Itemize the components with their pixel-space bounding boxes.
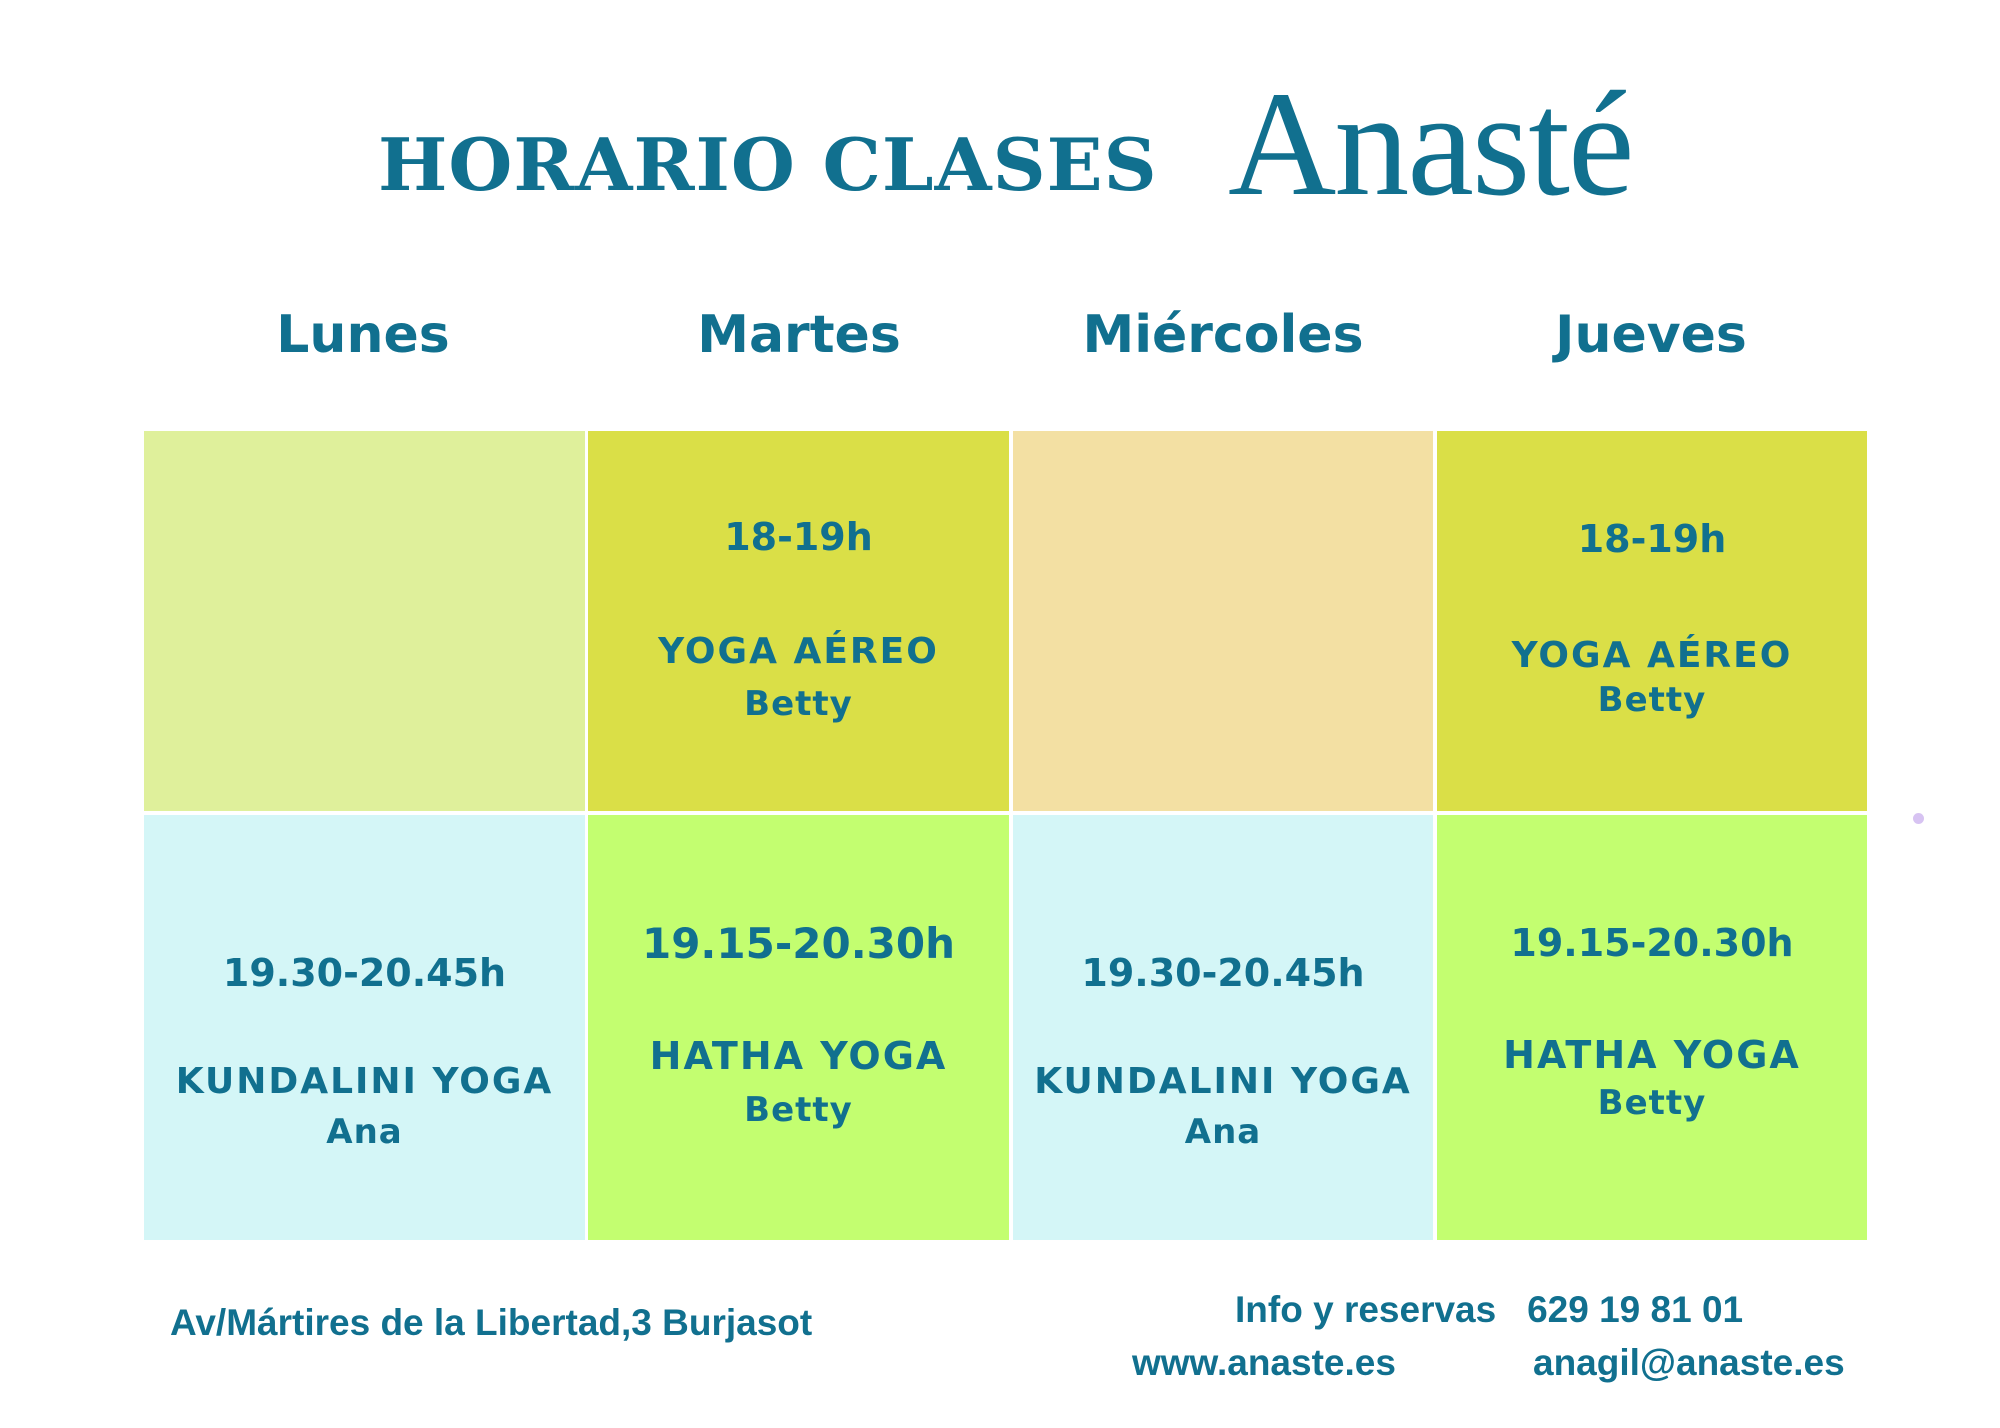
website-link[interactable]: www.anaste.es xyxy=(1132,1342,1396,1383)
class-time: 18-19h xyxy=(1577,517,1727,561)
class-name: KUNDALINI YOGA xyxy=(1034,1061,1412,1102)
class-time: 19.15-20.30h xyxy=(641,919,956,968)
info-line: Info y reservas 629 19 81 01 xyxy=(1235,1289,1743,1331)
page-title: HORARIO CLASES xyxy=(378,122,1158,207)
schedule-cell-jueves-1: 18-19h YOGA AÉREO Betty xyxy=(1437,431,1867,811)
schedule-cell-jueves-2: 19.15-20.30h HATHA YOGA Betty xyxy=(1437,815,1867,1240)
day-header-martes: Martes xyxy=(697,305,901,365)
class-name: HATHA YOGA xyxy=(649,1034,948,1078)
day-header-lunes: Lunes xyxy=(276,305,450,365)
class-teacher: Betty xyxy=(1597,1083,1707,1123)
schedule-cell-martes-2: 19.15-20.30h HATHA YOGA Betty xyxy=(588,815,1009,1240)
address: Av/Mártires de la Libertad,3 Burjasot xyxy=(170,1302,813,1343)
class-name: HATHA YOGA xyxy=(1503,1033,1801,1077)
info-label: Info y reservas xyxy=(1235,1289,1497,1330)
class-teacher: Ana xyxy=(326,1112,403,1152)
day-header-miercoles: Miércoles xyxy=(1082,305,1364,365)
class-teacher: Betty xyxy=(744,684,853,724)
class-name: YOGA AÉREO xyxy=(1511,635,1793,676)
class-teacher: Ana xyxy=(1184,1112,1262,1152)
schedule-cell-lunes-2: 19.30-20.45h KUNDALINI YOGA Ana xyxy=(144,815,585,1240)
class-name: KUNDALINI YOGA xyxy=(175,1061,554,1102)
schedule-cell-miercoles-2: 19.30-20.45h KUNDALINI YOGA Ana xyxy=(1013,815,1433,1240)
day-header-jueves: Jueves xyxy=(1555,305,1747,365)
phone-number[interactable]: 629 19 81 01 xyxy=(1527,1289,1744,1330)
class-name: YOGA AÉREO xyxy=(658,631,939,672)
class-time: 19.15-20.30h xyxy=(1510,921,1794,965)
schedule-cell-lunes-1 xyxy=(144,431,585,811)
class-time: 19.30-20.45h xyxy=(1081,951,1365,995)
anaste-logo: Anasté xyxy=(1228,61,1635,227)
class-teacher: Betty xyxy=(1597,680,1707,720)
class-time: 18-19h xyxy=(724,515,873,559)
decorative-dot xyxy=(1913,813,1924,824)
schedule-cell-miercoles-1 xyxy=(1013,431,1433,811)
schedule-cell-martes-1: 18-19h YOGA AÉREO Betty xyxy=(588,431,1009,811)
email-link[interactable]: anagil@anaste.es xyxy=(1533,1342,1845,1383)
class-time: 19.30-20.45h xyxy=(222,951,507,995)
class-teacher: Betty xyxy=(744,1090,853,1130)
